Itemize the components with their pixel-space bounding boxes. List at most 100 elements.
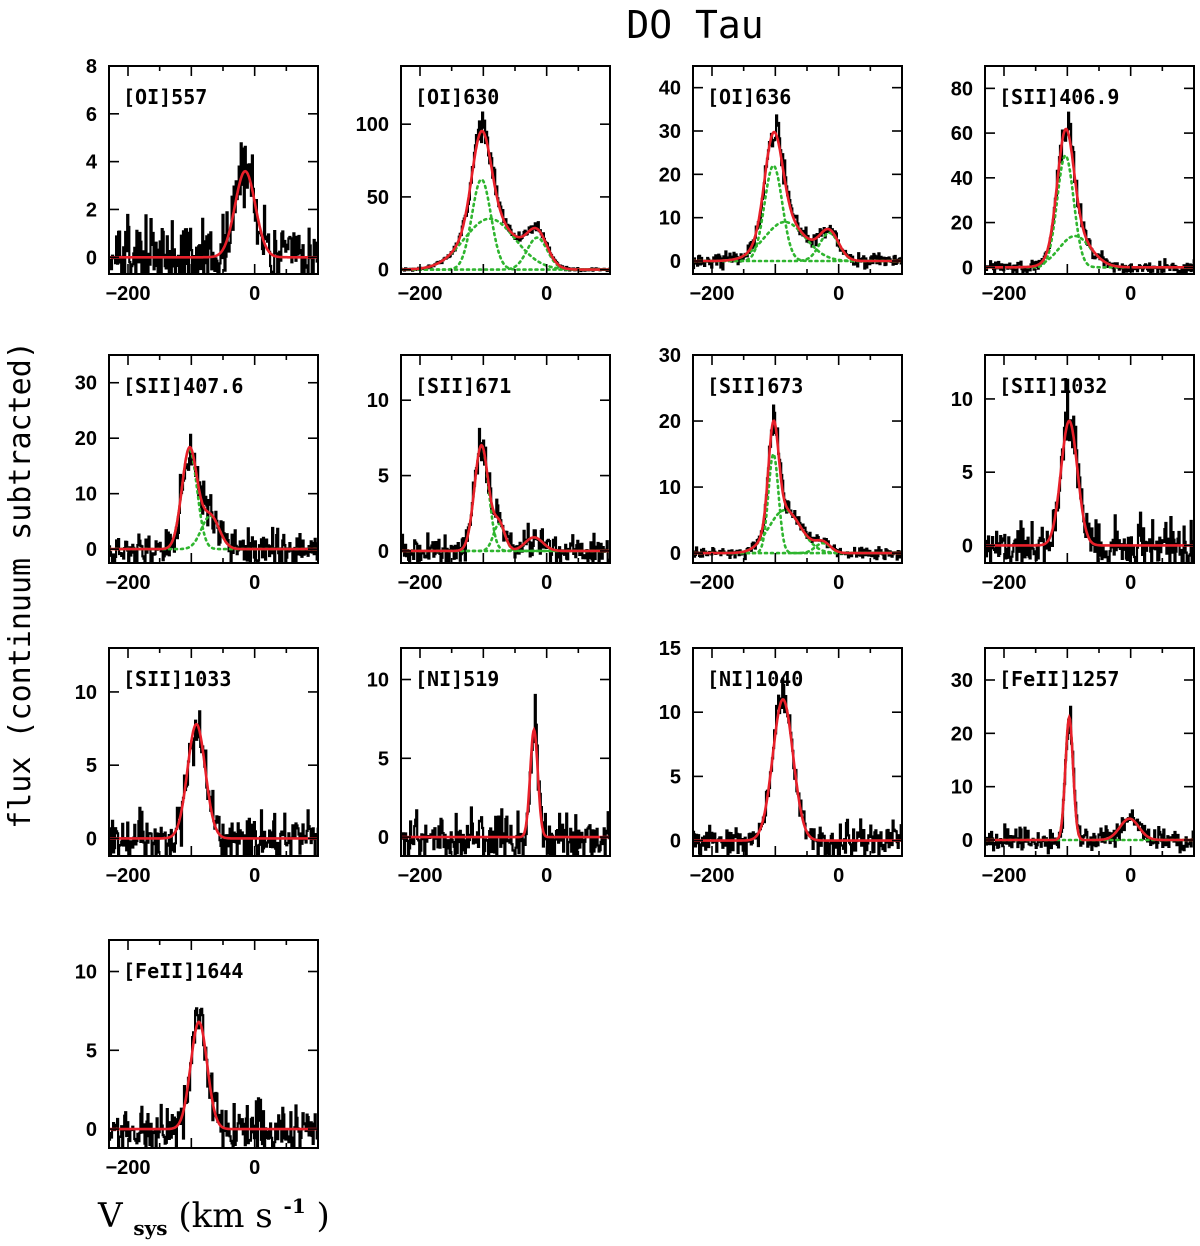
x-tick-label: −200 bbox=[689, 572, 734, 594]
fit-curve-sii407-6 bbox=[109, 445, 318, 551]
x-tick-label: 0 bbox=[833, 865, 844, 887]
y-tick-label: 20 bbox=[659, 411, 681, 433]
plot-area-sii1032 bbox=[985, 378, 1194, 563]
frame-oi636 bbox=[692, 65, 903, 275]
panel-label-sii1033: [SII]1033 bbox=[123, 667, 231, 691]
x-axis-label-sub: sys bbox=[133, 1216, 167, 1240]
component-1-sii406-9 bbox=[985, 154, 1194, 269]
y-tick-label: 100 bbox=[356, 114, 389, 136]
fit-curve-oi630 bbox=[401, 129, 610, 271]
y-tick-label: 0 bbox=[670, 543, 681, 565]
y-tick-label: 8 bbox=[86, 56, 97, 78]
frame-oi557 bbox=[108, 65, 319, 275]
data-spectrum-sii406-9 bbox=[985, 111, 1194, 274]
y-tick-label: 50 bbox=[367, 187, 389, 209]
plot-area-sii407-6 bbox=[109, 433, 318, 563]
y-tick-label: 0 bbox=[962, 830, 973, 852]
x-tick-label: −200 bbox=[397, 572, 442, 594]
x-tick-label: 0 bbox=[541, 865, 552, 887]
frame-ni1040 bbox=[692, 647, 903, 857]
x-tick-label: 0 bbox=[833, 283, 844, 305]
panel-sii671: −200 0 0 5 10 [SII]671 bbox=[367, 354, 611, 594]
x-tick-label: −200 bbox=[981, 865, 1026, 887]
panel-feii1257: −200 0 0 10 20 30 [FeII]1257 bbox=[951, 647, 1195, 887]
frame-feii1257 bbox=[984, 647, 1195, 857]
y-tick-label: 0 bbox=[670, 831, 681, 853]
x-tick-label: −200 bbox=[981, 572, 1026, 594]
y-tick-label: 2 bbox=[86, 199, 97, 221]
y-tick-label: 10 bbox=[951, 389, 973, 411]
panel-oi630: −200 0 0 50 100 [OI]630 bbox=[356, 65, 611, 305]
panel-oi636: −200 0 0 10 20 30 40 [OI]636 bbox=[659, 65, 903, 305]
fit-curve-oi636 bbox=[693, 130, 902, 263]
x-axis-label-main: V bbox=[97, 1196, 124, 1236]
y-axis-label: flux (continuum subtracted) bbox=[3, 341, 38, 829]
fit-curve-sii673 bbox=[693, 419, 902, 555]
panel-ni1040: −200 0 0 5 10 15 [NI]1040 bbox=[659, 638, 903, 887]
panel-sii406-9: −200 0 0 20 40 60 80 [SII]406.9 bbox=[951, 65, 1195, 305]
component-1-sii673 bbox=[693, 451, 902, 555]
x-tick-label: 0 bbox=[249, 1157, 260, 1179]
plot-area-oi630 bbox=[401, 111, 610, 273]
x-tick-label: −200 bbox=[105, 572, 150, 594]
x-tick-label: 0 bbox=[249, 865, 260, 887]
x-tick-label: 0 bbox=[541, 283, 552, 305]
y-tick-label: 15 bbox=[659, 638, 681, 660]
plot-area-feii1644 bbox=[109, 1007, 318, 1148]
x-axis-label-close: ) bbox=[317, 1196, 330, 1236]
data-spectrum-oi636 bbox=[693, 114, 902, 271]
y-tick-label: 10 bbox=[75, 962, 97, 984]
panel-label-oi557: [OI]557 bbox=[123, 85, 207, 109]
x-tick-label: −200 bbox=[689, 865, 734, 887]
fit-curve-feii1644 bbox=[109, 1020, 318, 1131]
panel-label-sii1032: [SII]1032 bbox=[999, 374, 1107, 398]
panel-ni519: −200 0 0 5 10 [NI]519 bbox=[367, 647, 611, 887]
panel-label-oi630: [OI]630 bbox=[415, 85, 499, 109]
y-tick-label: 4 bbox=[86, 152, 98, 174]
y-tick-label: 60 bbox=[951, 123, 973, 145]
data-spectrum-sii407-6 bbox=[109, 433, 318, 563]
panel-sii407-6: −200 0 0 10 20 30 [SII]407.6 bbox=[75, 354, 319, 594]
x-tick-label: 0 bbox=[1125, 572, 1136, 594]
panel-oi557: −200 0 0 2 4 6 8 [OI]557 bbox=[86, 56, 319, 305]
plot-area-sii673 bbox=[693, 404, 902, 561]
data-spectrum-ni1040 bbox=[693, 677, 902, 856]
data-spectrum-oi630 bbox=[401, 111, 610, 273]
y-tick-label: 10 bbox=[75, 484, 97, 506]
y-tick-label: 20 bbox=[75, 428, 97, 450]
y-tick-label: 10 bbox=[659, 702, 681, 724]
figure-title: DO Tau bbox=[626, 3, 763, 47]
x-axis-label-exponent: -1 bbox=[284, 1194, 306, 1218]
y-tick-label: 5 bbox=[670, 766, 681, 788]
frame-sii1032 bbox=[984, 354, 1195, 564]
y-tick-label: 0 bbox=[86, 247, 97, 269]
data-spectrum-feii1644 bbox=[109, 1007, 318, 1148]
frame-sii1033 bbox=[108, 647, 319, 857]
y-tick-label: 20 bbox=[951, 213, 973, 235]
y-tick-label: 0 bbox=[86, 828, 97, 850]
plot-area-ni1040 bbox=[693, 677, 902, 856]
y-tick-label: 30 bbox=[659, 345, 681, 367]
plot-area-sii406-9 bbox=[985, 111, 1194, 274]
panel-label-ni1040: [NI]1040 bbox=[707, 667, 803, 691]
frame-ni519 bbox=[400, 647, 611, 857]
y-tick-label: 6 bbox=[86, 104, 97, 126]
y-tick-label: 10 bbox=[367, 390, 389, 412]
panel-label-ni519: [NI]519 bbox=[415, 667, 499, 691]
panel-sii673: −200 0 0 10 20 30 [SII]673 bbox=[659, 345, 903, 594]
fit-curve-oi557 bbox=[109, 169, 318, 259]
fit-curve-sii1032 bbox=[985, 419, 1194, 547]
panel-feii1644: −200 0 0 5 10 [FeII]1644 bbox=[75, 939, 319, 1179]
fit-curve-feii1257 bbox=[985, 713, 1194, 842]
frame-sii407-6 bbox=[108, 354, 319, 564]
y-tick-label: 0 bbox=[378, 541, 389, 563]
x-tick-label: 0 bbox=[541, 572, 552, 594]
panel-label-sii407-6: [SII]407.6 bbox=[123, 374, 243, 398]
x-tick-label: 0 bbox=[249, 283, 260, 305]
y-tick-label: 0 bbox=[86, 1119, 97, 1141]
plot-area-oi636 bbox=[693, 114, 902, 271]
panel-label-sii671: [SII]671 bbox=[415, 374, 511, 398]
data-spectrum-ni519 bbox=[401, 693, 610, 856]
y-tick-label: 10 bbox=[659, 208, 681, 230]
